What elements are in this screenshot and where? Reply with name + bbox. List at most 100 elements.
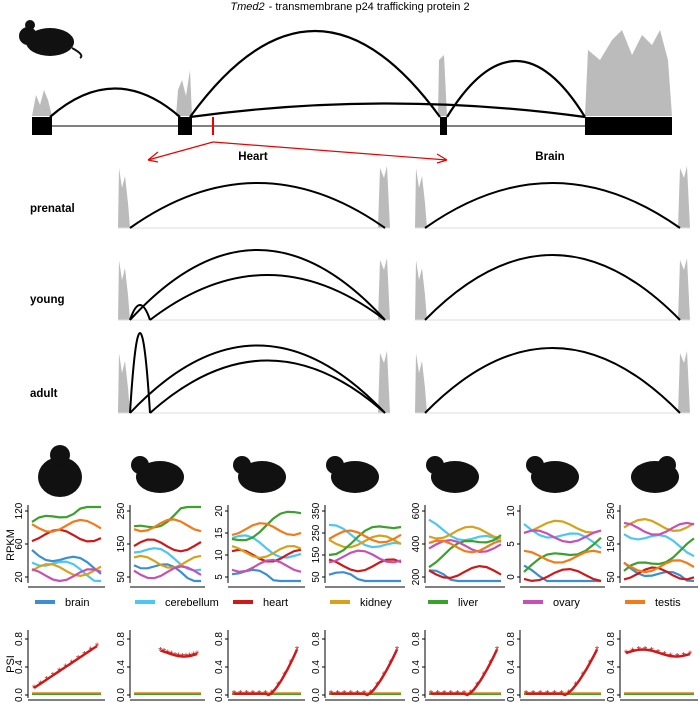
expression-trace [231, 544, 302, 559]
expression-trace [523, 519, 602, 534]
sashimi-panels [118, 166, 690, 414]
expression-trace [623, 537, 695, 572]
expression-trace [523, 529, 602, 544]
animal-head [526, 456, 544, 474]
psi-trace [331, 648, 399, 697]
y-tick-label: 150 [606, 535, 617, 552]
y-axis-label: RPKM [5, 529, 17, 561]
y-tick-label: 50 [116, 571, 127, 583]
expression-trace [428, 539, 502, 554]
expression-trace [623, 559, 695, 574]
animal-head [233, 456, 251, 474]
y-tick-label: 0.0 [411, 688, 422, 702]
psi-trace [234, 648, 299, 697]
legend-label: testis [655, 597, 681, 609]
y-tick-label: 10 [506, 505, 517, 517]
expression-trace [523, 567, 602, 583]
animal-head [426, 456, 444, 474]
y-axis-label: PSI [5, 655, 17, 673]
expression-trace [231, 510, 302, 542]
psi-trace [625, 648, 691, 658]
expression-trace [328, 529, 402, 544]
junction-arc [149, 274, 386, 321]
expression-trace [428, 564, 502, 580]
y-tick-label: 10 [214, 549, 225, 561]
gene-name: Tmed2 [230, 1, 264, 13]
expression-trace [623, 561, 695, 583]
junction-arc [129, 304, 151, 321]
expression-trace [31, 505, 101, 523]
y-tick-label: 5 [214, 574, 225, 580]
expression-trace [428, 538, 502, 554]
y-tick-label: 350 [311, 502, 322, 519]
psi-point: * [32, 683, 37, 695]
junction-arc [129, 249, 386, 321]
y-tick-label: 250 [116, 502, 127, 519]
psi-trace [160, 649, 198, 658]
stage-label: young [30, 294, 65, 306]
expression-trace [231, 534, 302, 559]
expression-trace [328, 525, 402, 557]
species-icons [38, 445, 679, 497]
expression-trace [328, 571, 401, 583]
expression-trace [428, 534, 502, 569]
junction-arc [149, 359, 386, 414]
y-tick-label: 0.0 [506, 688, 517, 702]
y-tick-label: 0.4 [214, 660, 225, 674]
junction-arc [129, 344, 386, 414]
psi-point: * [195, 649, 200, 661]
y-tick-label: 150 [116, 535, 127, 552]
legend-label: brain [65, 597, 89, 609]
animal-body [38, 457, 82, 497]
expression-trace [523, 523, 602, 550]
expression-trace [31, 549, 102, 575]
y-tick-label: 0.0 [116, 688, 127, 702]
expression-trace [133, 538, 202, 553]
coverage [415, 351, 690, 413]
y-tick-label: 5 [506, 541, 517, 547]
y-tick-label: 250 [311, 524, 322, 541]
animal-head [50, 445, 70, 465]
expression-trace [31, 563, 102, 578]
y-tick-label: 150 [311, 546, 322, 563]
expression-trace [328, 549, 402, 564]
expression-trace [623, 521, 695, 536]
expression-trace [31, 528, 102, 543]
legend-label: heart [263, 597, 288, 609]
expression-trace [231, 522, 302, 537]
expression-trace [428, 569, 501, 583]
y-tick-label: 50 [606, 571, 617, 583]
expression-trace [523, 549, 602, 564]
y-tick-label: 0.8 [116, 632, 127, 646]
junction-arc [129, 332, 151, 414]
y-tick-label: 0.0 [14, 688, 25, 702]
stage-label: prenatal [30, 203, 75, 215]
coverage [118, 166, 390, 228]
expression-trace [31, 518, 102, 533]
animal-head [658, 456, 676, 474]
mouse-icon [19, 20, 83, 59]
psi-point: * [688, 649, 693, 661]
coverage [415, 166, 690, 228]
y-tick-label: 0.8 [411, 632, 422, 646]
y-tick-label: 20 [214, 505, 225, 517]
psi-trace [33, 644, 98, 690]
y-tick-label: 0.0 [606, 688, 617, 702]
y-tick-label: 0.4 [506, 660, 517, 674]
y-tick-label: 0.4 [411, 660, 422, 674]
y-tick-label: 15 [214, 527, 225, 539]
legend-label: liver [458, 597, 479, 609]
expression-trace [523, 564, 601, 583]
expression-trace [328, 534, 402, 549]
expression-trace [133, 563, 201, 583]
legend-label: cerebellum [165, 597, 219, 609]
animal-head [326, 456, 344, 474]
y-tick-label: 50 [311, 571, 322, 583]
stage-label: adult [30, 388, 58, 400]
expression-trace [231, 558, 302, 573]
legend-label: ovary [553, 597, 580, 609]
animal-head [131, 456, 149, 474]
expression-trace [623, 533, 695, 558]
